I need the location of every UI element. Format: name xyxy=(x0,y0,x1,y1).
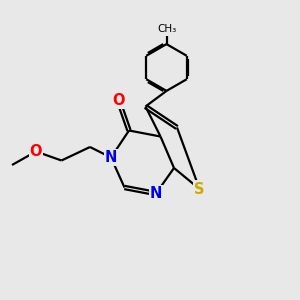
Text: CH₃: CH₃ xyxy=(157,25,176,34)
Text: S: S xyxy=(194,182,205,196)
Text: O: O xyxy=(112,93,125,108)
Text: N: N xyxy=(150,186,162,201)
Text: N: N xyxy=(105,150,117,165)
Text: O: O xyxy=(30,144,42,159)
